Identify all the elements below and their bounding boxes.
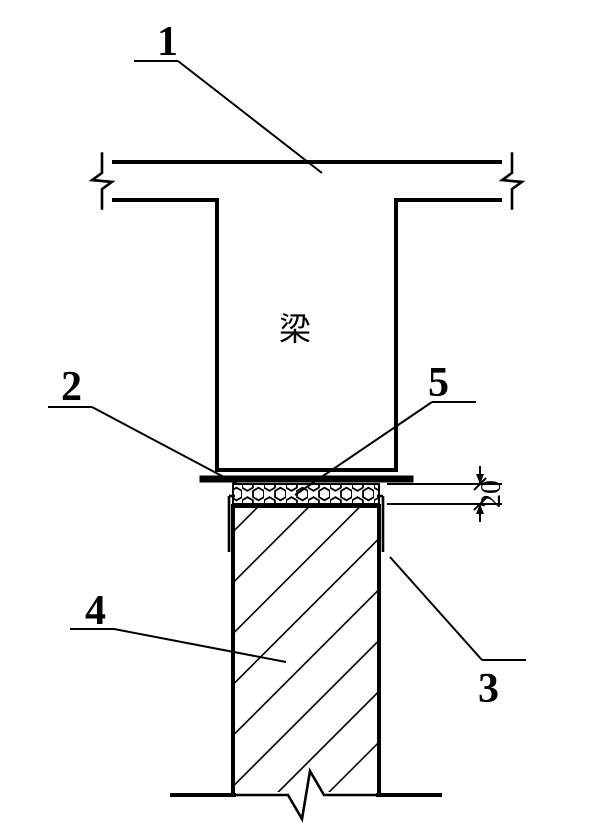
wall-4	[233, 506, 379, 795]
label-l5: 5	[428, 360, 449, 406]
beam-label: 梁	[279, 311, 311, 347]
label-l4: 4	[85, 588, 106, 634]
label-l3: 3	[478, 666, 499, 712]
label-l1: 1	[157, 19, 178, 65]
label-l2: 2	[61, 364, 82, 410]
dim-20-text: 20	[476, 480, 507, 508]
